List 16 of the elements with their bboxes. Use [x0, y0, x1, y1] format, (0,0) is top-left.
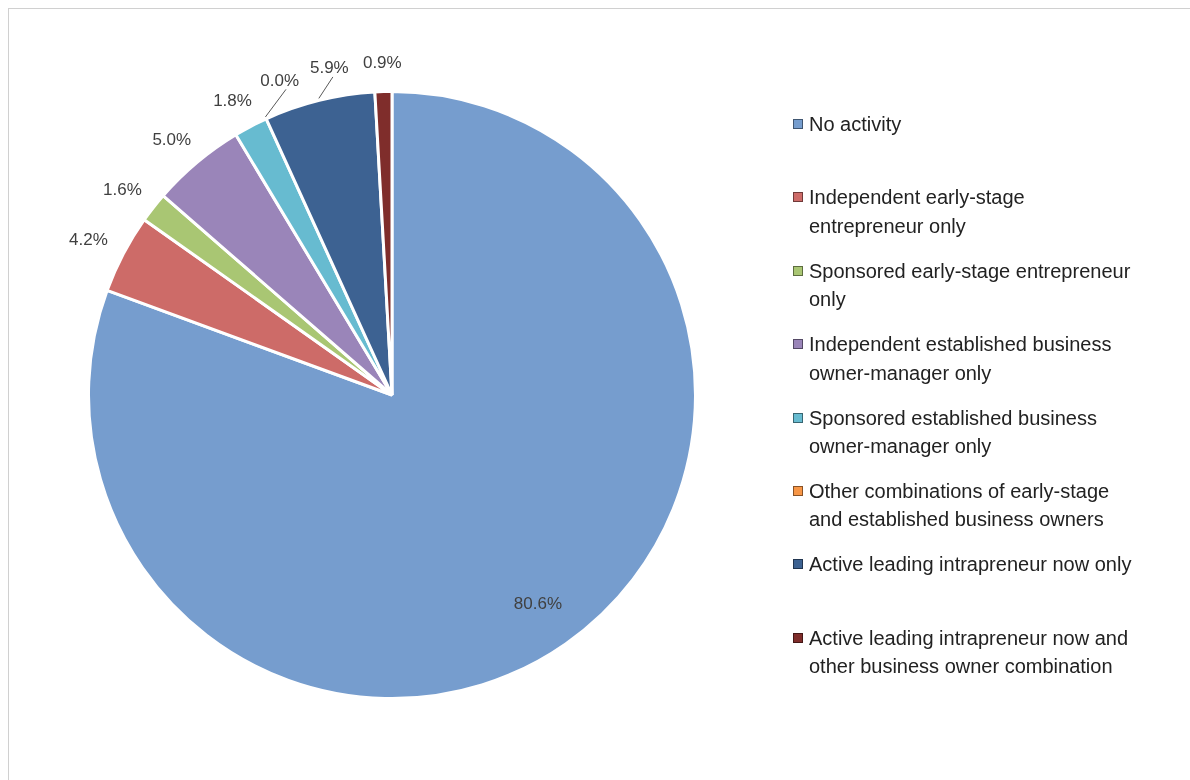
- legend-label: Independent established business owner-manager only: [809, 332, 1113, 386]
- data-label: 5.9%: [309, 58, 349, 78]
- data-label: 5.0%: [152, 130, 192, 150]
- text: 0.0%: [260, 71, 300, 91]
- data-label: 1.8%: [213, 90, 252, 110]
- data-label: 1.6%: [103, 179, 142, 199]
- legend-label: Other combinations of early-stage and established business owners: [809, 478, 1111, 533]
- legend-label: Active leading intrapreneur now only: [809, 552, 1133, 578]
- legend-label: Sponsored early-stage entrepreneur only: [809, 258, 1132, 313]
- legend-label: No activity: [809, 112, 903, 137]
- data-label: 4.2%: [69, 230, 108, 250]
- legend-label: Sponsored established business owner-manager only: [809, 405, 1098, 460]
- legend-label: Independent early-stage entrepreneur only: [809, 185, 1026, 239]
- data-label: 80.6%: [513, 593, 563, 613]
- data-label: 0.9%: [362, 52, 402, 72]
- legend-label: Active leading intrapreneur now and other business owner combination: [809, 625, 1130, 680]
